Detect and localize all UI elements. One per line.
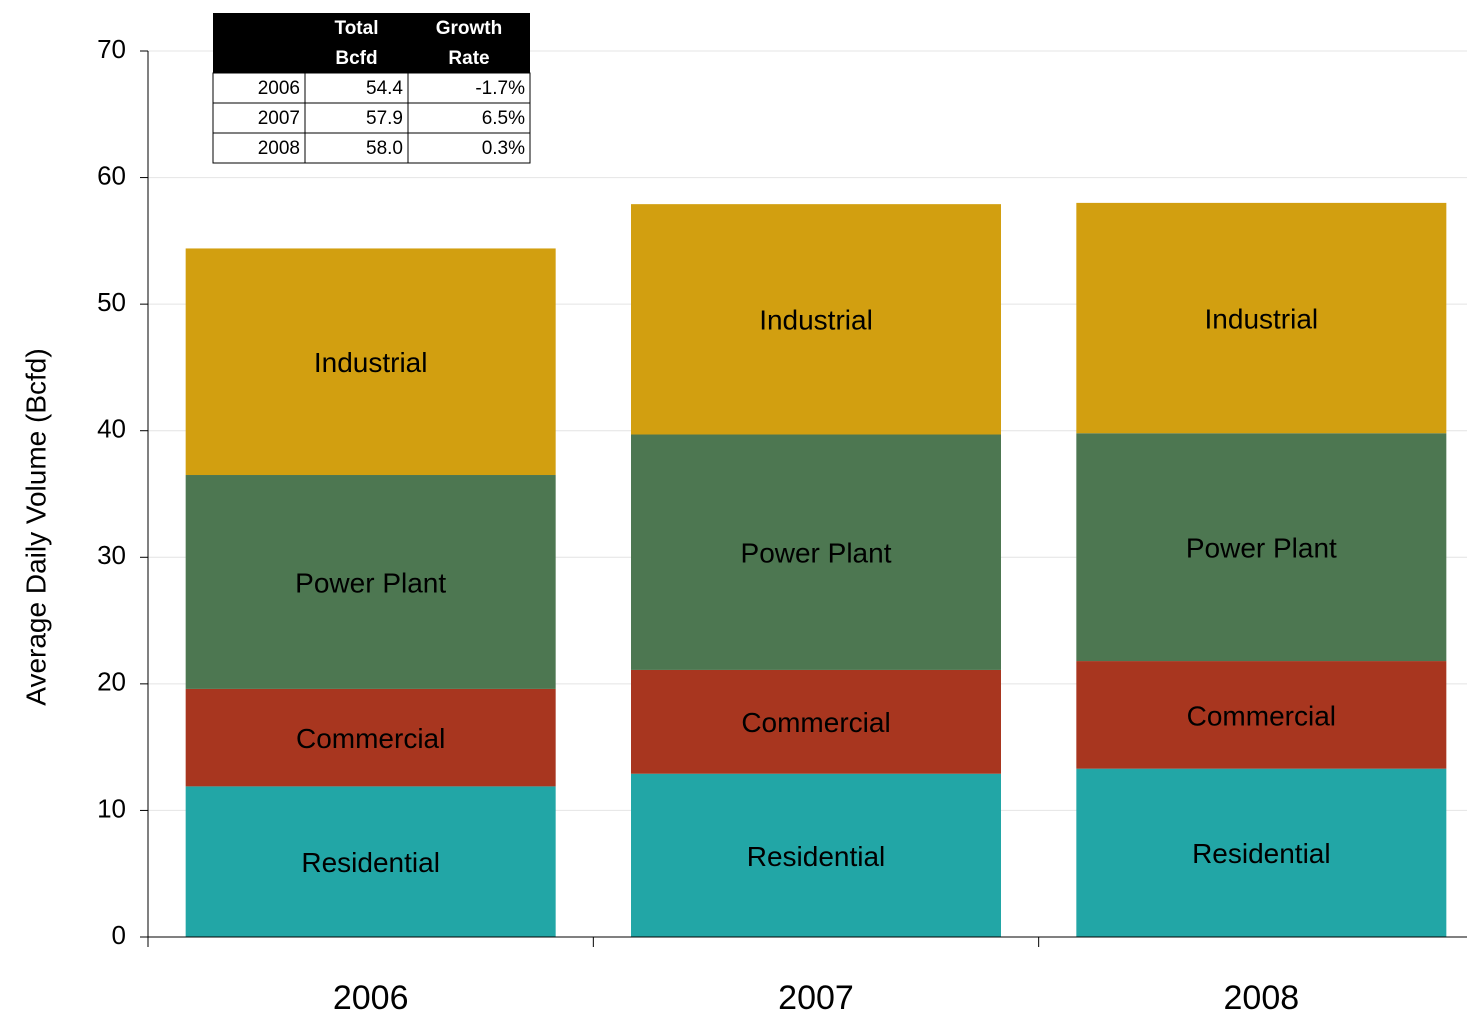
segment-label: Residential: [1192, 838, 1331, 869]
bar-segment: [185, 475, 556, 689]
table-header: Bcfd: [335, 48, 377, 69]
segment-label: Industrial: [314, 347, 428, 378]
bar-segment: [1076, 433, 1447, 662]
segment-label: Commercial: [741, 707, 890, 738]
y-tick-label: 60: [97, 160, 126, 190]
table-cell: 2006: [258, 78, 300, 99]
table-cell: 2007: [258, 108, 300, 129]
bar-segment: [631, 773, 1001, 937]
table-header: Rate: [448, 48, 489, 69]
table-header: Total: [335, 18, 379, 39]
table-cell: 6.5%: [482, 108, 525, 129]
y-tick-label: 50: [97, 287, 126, 317]
table-header: Growth: [436, 18, 503, 39]
table-cell: -1.7%: [475, 78, 525, 99]
bar-segment: [1076, 661, 1447, 769]
y-tick-label: 20: [97, 667, 126, 697]
segment-label: Residential: [301, 847, 440, 878]
bar-segment: [1076, 202, 1447, 434]
y-axis-label: Average Daily Volume (Bcfd): [20, 348, 51, 705]
bar-segment: [631, 669, 1001, 774]
table-cell: 58.0: [366, 138, 403, 159]
bar-segment: [185, 688, 556, 787]
y-tick-label: 40: [97, 414, 126, 444]
segment-label: Power Plant: [295, 567, 446, 598]
table-cell: 57.9: [366, 108, 403, 129]
segment-label: Commercial: [1187, 700, 1336, 731]
x-tick-label: 2006: [333, 979, 409, 1017]
x-tick-label: 2008: [1224, 979, 1300, 1017]
table-header-bg: [213, 13, 530, 73]
segment-label: Commercial: [296, 723, 445, 754]
table-cell: 2008: [258, 138, 300, 159]
segment-label: Industrial: [759, 305, 873, 336]
segment-label: Residential: [747, 841, 886, 872]
table-row: [212, 72, 531, 104]
bar-segment: [185, 248, 556, 476]
bar-segment: [631, 434, 1001, 670]
table-row: [212, 102, 531, 134]
segment-label: Industrial: [1205, 303, 1319, 334]
y-tick-label: 70: [97, 34, 126, 64]
y-tick-label: 30: [97, 540, 126, 570]
table-cell: 0.3%: [482, 138, 525, 159]
x-tick-label: 2007: [778, 979, 854, 1017]
y-tick-label: 0: [112, 920, 126, 950]
segment-label: Power Plant: [1186, 533, 1337, 564]
y-tick-label: 10: [97, 793, 126, 823]
bar-segment: [1076, 768, 1447, 937]
table-cell: 54.4: [366, 78, 403, 99]
bar-segment: [631, 204, 1001, 435]
table-row: [212, 132, 531, 164]
segment-label: Power Plant: [741, 538, 892, 569]
bar-segment: [185, 786, 556, 937]
